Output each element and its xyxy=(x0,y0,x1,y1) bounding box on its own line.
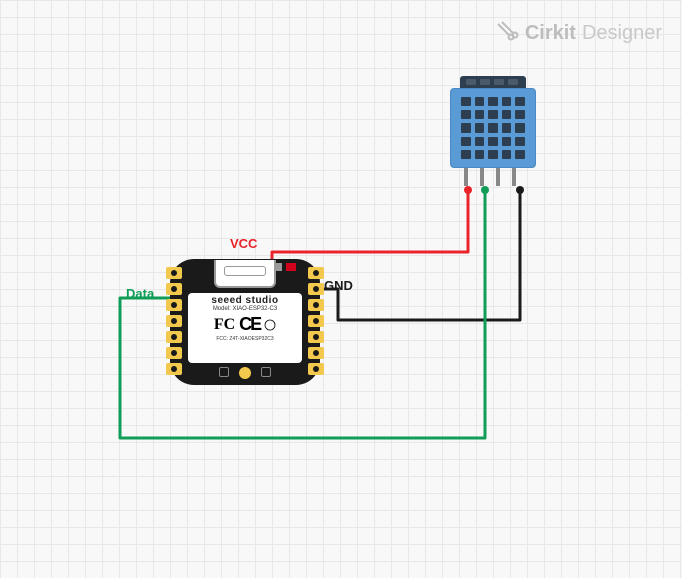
board-pin-left-5 xyxy=(166,347,182,359)
junction-gnd xyxy=(516,186,524,194)
board-pin-left-0 xyxy=(166,267,182,279)
board-pin-right-3 xyxy=(308,315,324,327)
watermark: Cirkit Designer xyxy=(495,18,662,48)
seeed-xiao-board[interactable]: seeed studio Model: XIAO-ESP32-C3 FC CE … xyxy=(170,259,320,385)
sensor-body xyxy=(450,88,536,168)
board-pin-left-4 xyxy=(166,331,182,343)
board-cert-row: FC CE xyxy=(214,314,276,335)
board-pin-left-1 xyxy=(166,283,182,295)
dht-sensor-component[interactable] xyxy=(450,76,536,186)
fcc-logo-icon: FC xyxy=(214,316,235,334)
board-pin-right-0 xyxy=(308,267,324,279)
junction-data xyxy=(481,186,489,194)
wire-label-data: Data xyxy=(126,286,154,301)
board-silkscreen: seeed studio Model: XIAO-ESP32-C3 FC CE … xyxy=(188,293,302,363)
sensor-vent-grid xyxy=(461,97,525,159)
wire-gnd[interactable] xyxy=(316,190,520,320)
board-pin-right-5 xyxy=(308,347,324,359)
board-pin-right-2 xyxy=(308,299,324,311)
board-model-text: Model: XIAO-ESP32-C3 xyxy=(213,306,277,312)
sensor-pins xyxy=(464,168,516,186)
sensor-top-cap xyxy=(460,76,526,88)
board-pin-left-6 xyxy=(166,363,182,375)
board-pin-right-4 xyxy=(308,331,324,343)
sensor-pin-gnd xyxy=(512,168,516,186)
watermark-brand: Cirkit xyxy=(525,22,576,45)
wire-label-gnd: GND xyxy=(324,278,353,293)
sensor-pin-nc xyxy=(496,168,500,186)
usb-c-port xyxy=(214,260,276,288)
board-fccid-text: FCC: Z4T-XIAOESP32C3 xyxy=(216,336,273,342)
board-pin-right-1 xyxy=(308,283,324,295)
recycle-icon xyxy=(264,319,276,331)
junction-vcc xyxy=(464,186,472,194)
board-brand-text: seeed studio xyxy=(211,295,278,306)
sensor-pin-vcc xyxy=(464,168,468,186)
board-capacitor xyxy=(274,263,282,271)
board-bottom-pads xyxy=(219,367,271,379)
wire-label-vcc: VCC xyxy=(230,236,257,251)
wire-vcc[interactable] xyxy=(272,190,468,263)
watermark-icon xyxy=(495,18,519,48)
sensor-pin-data xyxy=(480,168,484,186)
board-pin-left-2 xyxy=(166,299,182,311)
board-led-icon xyxy=(286,263,296,271)
board-pin-left-3 xyxy=(166,315,182,327)
watermark-product: Designer xyxy=(582,22,662,45)
circuit-canvas: Cirkit Designer seee xyxy=(0,0,682,578)
ce-logo-icon: CE xyxy=(239,314,260,335)
board-pin-right-6 xyxy=(308,363,324,375)
